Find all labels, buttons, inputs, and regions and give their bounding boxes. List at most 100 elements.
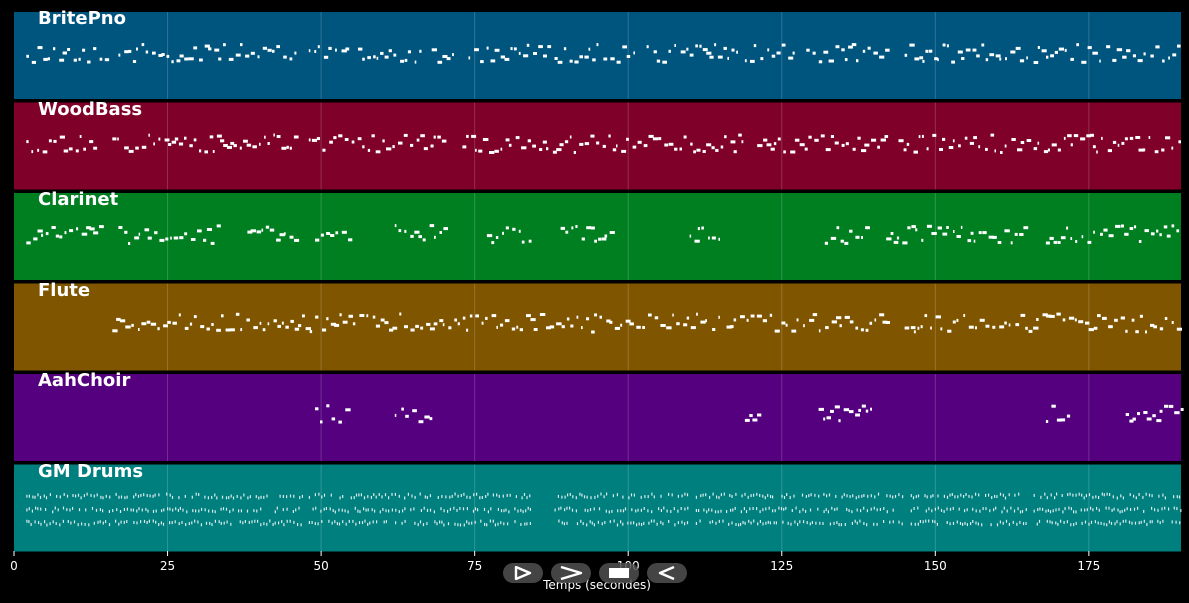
x-tick-label: 150 — [923, 559, 947, 573]
note — [711, 520, 714, 524]
note — [965, 493, 967, 496]
note — [835, 494, 837, 498]
note — [1070, 507, 1072, 511]
note — [736, 50, 738, 54]
note — [410, 328, 415, 332]
note — [1103, 522, 1105, 526]
note — [818, 407, 824, 411]
note — [622, 509, 625, 513]
note — [332, 509, 334, 512]
note — [973, 136, 977, 140]
note — [976, 54, 980, 58]
note — [825, 326, 829, 330]
note — [40, 507, 42, 511]
note — [858, 408, 861, 412]
note — [575, 509, 577, 513]
note — [172, 508, 174, 512]
note — [584, 55, 589, 59]
note — [1070, 523, 1072, 527]
note — [1135, 496, 1137, 500]
note — [587, 509, 589, 513]
note — [59, 135, 65, 139]
note — [487, 492, 489, 496]
note — [556, 322, 562, 326]
note — [75, 149, 79, 153]
note — [715, 521, 717, 525]
note — [622, 495, 624, 499]
note — [133, 521, 135, 524]
note — [668, 49, 671, 53]
note — [697, 227, 700, 231]
note — [341, 49, 347, 53]
stop-button[interactable] — [599, 563, 639, 583]
note — [226, 520, 228, 524]
note — [951, 493, 953, 496]
note — [37, 493, 39, 497]
note — [363, 496, 366, 500]
note — [274, 510, 276, 514]
note — [375, 495, 377, 499]
note — [718, 519, 720, 523]
note — [580, 519, 582, 523]
note — [429, 508, 432, 512]
note — [487, 510, 489, 514]
note — [679, 147, 682, 151]
note — [116, 508, 118, 512]
note — [102, 496, 104, 500]
note — [1114, 522, 1116, 526]
note — [958, 507, 960, 511]
note — [834, 405, 840, 409]
note — [546, 326, 551, 330]
note — [748, 519, 750, 523]
note — [491, 314, 497, 318]
note — [426, 496, 428, 499]
note — [182, 508, 184, 512]
note — [1130, 508, 1132, 511]
rewind-button[interactable] — [647, 563, 687, 583]
note — [321, 495, 323, 499]
note — [184, 494, 186, 498]
forward-button[interactable] — [551, 563, 591, 583]
note — [1020, 141, 1025, 144]
note — [1053, 240, 1058, 244]
note — [925, 519, 927, 523]
note — [940, 508, 943, 512]
note — [293, 494, 295, 498]
note — [663, 506, 665, 510]
note — [475, 314, 479, 318]
note — [1036, 318, 1039, 321]
note — [1124, 232, 1129, 236]
note — [500, 147, 503, 151]
note — [379, 510, 381, 514]
note — [466, 520, 468, 524]
note — [1084, 520, 1087, 524]
note — [43, 57, 48, 61]
note — [462, 507, 465, 511]
note — [781, 494, 783, 498]
note — [208, 509, 210, 513]
note — [586, 317, 590, 321]
note — [486, 234, 493, 238]
note — [817, 507, 819, 511]
note — [80, 496, 82, 500]
note — [774, 509, 776, 513]
note — [791, 329, 797, 333]
note — [155, 509, 157, 513]
note — [54, 506, 56, 510]
note — [496, 493, 498, 497]
note — [225, 507, 228, 511]
note — [463, 523, 465, 527]
note — [146, 521, 148, 524]
play-button[interactable] — [503, 563, 543, 583]
note — [609, 231, 615, 234]
note — [146, 320, 151, 324]
note — [99, 225, 104, 229]
note — [633, 493, 635, 497]
note — [662, 60, 667, 64]
note — [759, 520, 761, 523]
note — [626, 137, 629, 141]
note — [775, 521, 777, 525]
note — [64, 231, 67, 235]
note — [730, 140, 736, 144]
note — [265, 225, 270, 229]
